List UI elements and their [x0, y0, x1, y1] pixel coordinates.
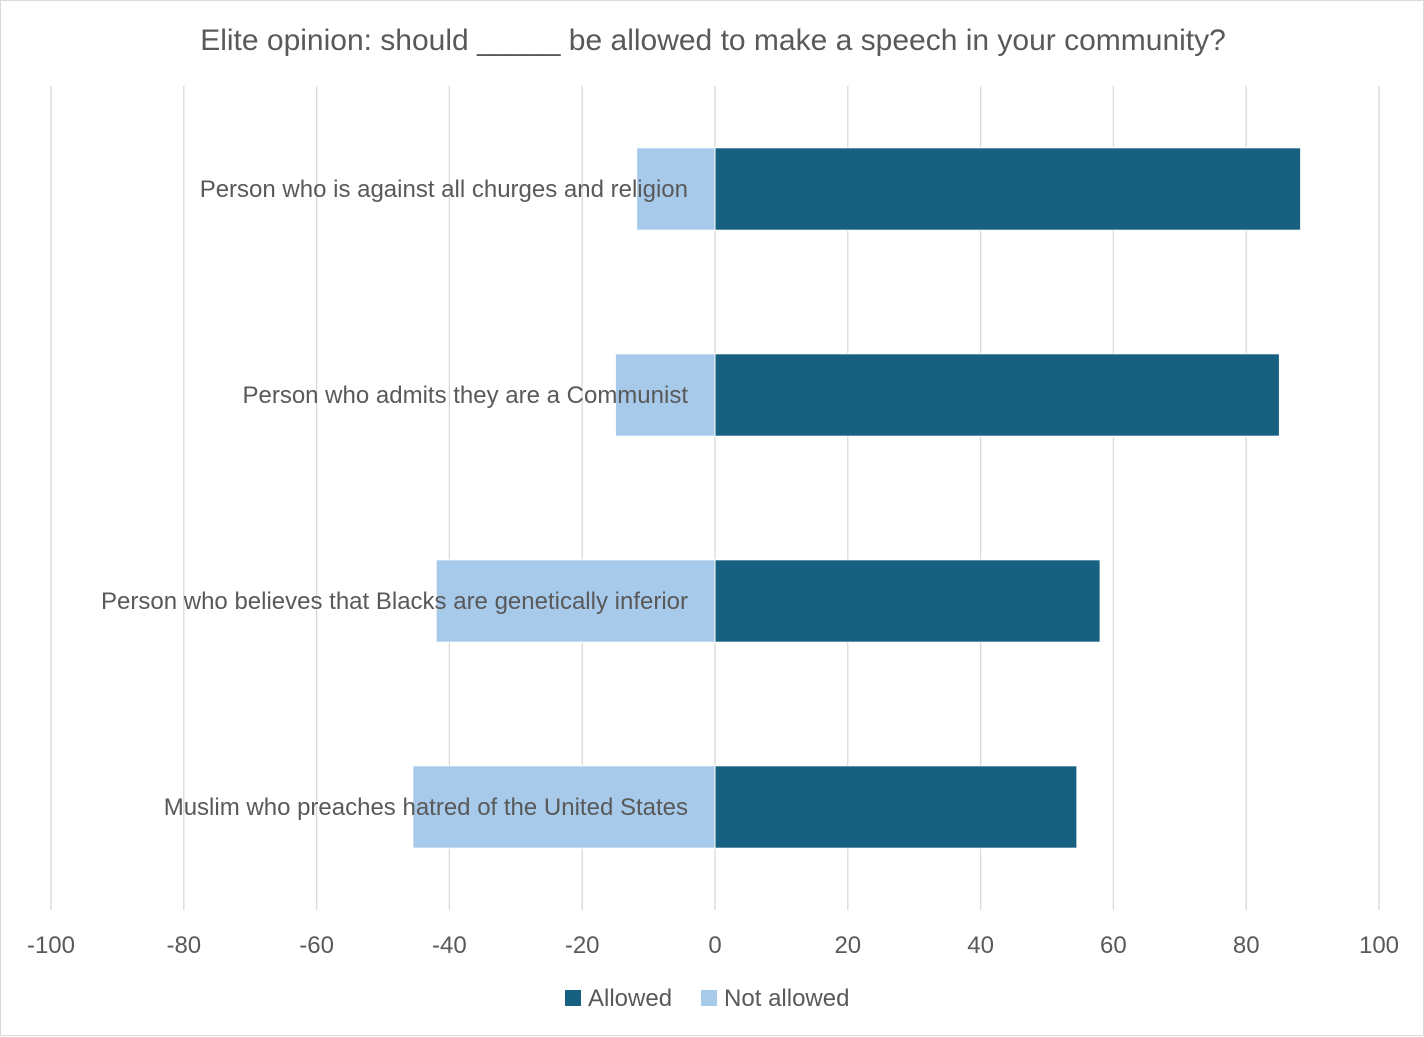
x-tick-label: 40: [967, 932, 994, 959]
x-tick-label: 0: [708, 932, 721, 959]
legend: Allowed Not allowed: [565, 985, 849, 1012]
x-tick-label: -20: [565, 932, 600, 959]
x-tick-label: 20: [834, 932, 861, 959]
legend-label: Allowed: [588, 985, 672, 1012]
x-tick-label: -100: [27, 932, 75, 959]
bar-allowed: [714, 147, 1302, 231]
x-axis-tick-labels: -100 -80 -60 -40 -20 0 20 40 60 80 100: [27, 932, 1399, 959]
category-labels: Person who is against all churges and re…: [101, 176, 688, 821]
category-label: Muslim who preaches hatred of the United…: [164, 794, 688, 821]
category-label: Person who admits they are a Communist: [242, 382, 688, 409]
x-tick-label: -40: [432, 932, 467, 959]
x-tick-label: -60: [299, 932, 334, 959]
x-tick-label: 60: [1100, 932, 1127, 959]
category-label: Person who believes that Blacks are gene…: [101, 588, 688, 615]
bar-not-allowed: [412, 765, 716, 849]
x-tick-label: 80: [1233, 932, 1260, 959]
bar-not-allowed: [435, 559, 716, 643]
legend-label: Not allowed: [724, 985, 849, 1012]
x-tick-label: -80: [166, 932, 201, 959]
legend-swatch: [565, 990, 581, 1006]
bar-allowed: [714, 559, 1101, 643]
category-label: Person who is against all churges and re…: [200, 176, 688, 203]
bar-not-allowed: [614, 353, 716, 437]
bars: [412, 147, 1302, 849]
x-tick-label: 100: [1359, 932, 1399, 959]
legend-swatch: [701, 990, 718, 1006]
bar-allowed: [714, 765, 1078, 849]
bar-not-allowed: [636, 147, 716, 231]
bar-allowed: [714, 353, 1280, 437]
chart-title: Elite opinion: should _____ be allowed t…: [200, 24, 1226, 57]
